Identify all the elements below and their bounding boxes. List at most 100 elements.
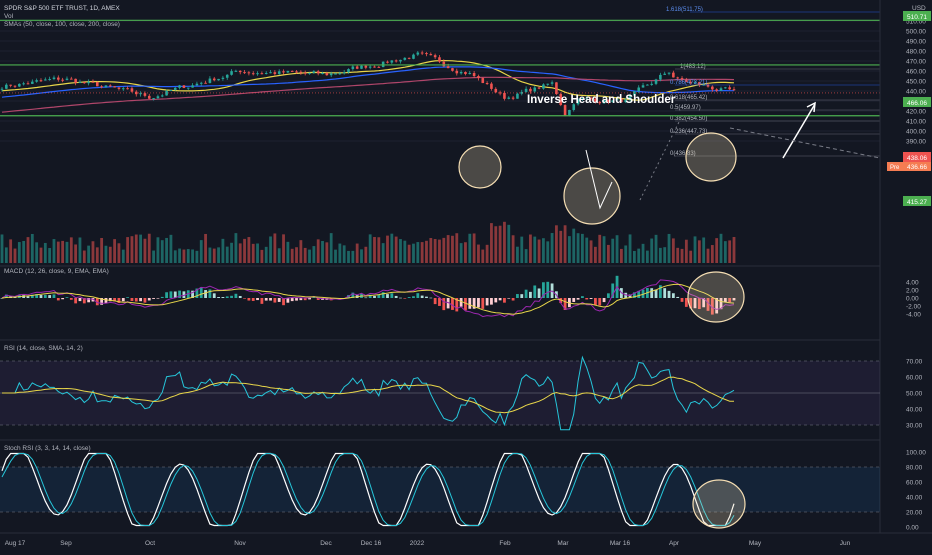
macd-histogram-bar (316, 298, 320, 300)
candle-body (134, 91, 138, 95)
macd-histogram-bar (52, 294, 56, 298)
macd-histogram-bar (277, 298, 281, 302)
volume-bar (78, 237, 82, 263)
candle-body (329, 73, 333, 76)
candle-body (407, 57, 411, 59)
candle-body (104, 85, 108, 87)
macd-histogram-bar (650, 288, 654, 298)
pattern-label: Inverse Head and Shoulder (527, 94, 676, 106)
candle-body (373, 66, 376, 68)
candle-body (615, 98, 619, 101)
volume-bar (654, 234, 658, 263)
volume-label: Vol (4, 13, 14, 20)
badge-resist: 466.06 (907, 100, 927, 107)
volume-bar (87, 245, 91, 263)
time-tick-label: Apr (669, 540, 680, 547)
candle-body (650, 83, 654, 85)
candle-body (464, 71, 467, 75)
candle-body (646, 84, 649, 86)
macd-histogram-bar (572, 298, 576, 302)
candle-body (732, 89, 736, 91)
candle-body (680, 78, 684, 80)
candle-body (31, 81, 34, 84)
candle-body (403, 57, 407, 60)
volume-bar (511, 235, 515, 263)
macd-histogram-bar (485, 298, 489, 306)
candle-body (711, 86, 714, 90)
candle-body (173, 87, 177, 90)
volume-bar (667, 233, 671, 263)
volume-bar (589, 240, 593, 263)
volume-bar (117, 243, 121, 263)
candle-body (338, 73, 342, 75)
volume-bar (498, 225, 502, 263)
volume-bar (195, 250, 199, 263)
volume-bar (442, 237, 446, 263)
candle-body (65, 78, 69, 80)
candle-body (628, 95, 632, 100)
macd-histogram-bar (165, 292, 168, 298)
macd-tick-label: 2.00 (906, 288, 919, 295)
candle-body (386, 61, 389, 63)
volume-bar (147, 233, 151, 263)
volume-bar (186, 249, 190, 263)
candle-body (178, 85, 181, 88)
badge-resist-bg (903, 97, 931, 107)
volume-bar (17, 242, 21, 263)
volume-bar (282, 234, 285, 263)
candle-body (446, 66, 450, 69)
macd-histogram-bar (56, 298, 60, 301)
pattern-drawings: Inverse Head and Shoulder (458, 94, 881, 529)
macd-histogram-bar (377, 294, 381, 298)
volume-bar (546, 241, 550, 263)
candle-body (95, 81, 99, 87)
volume-bar (134, 234, 138, 263)
macd-histogram-bar (69, 298, 73, 300)
time-tick-label: Feb (499, 540, 511, 547)
candle-body (186, 87, 190, 89)
fibonacci-levels: 1.618(511.75) 1(483.12) 0.786(473.21) 0.618… (666, 7, 880, 157)
rsi-tick-label: 30.00 (906, 423, 923, 430)
time-tick-label: Jun (840, 540, 851, 547)
volume-bar (13, 248, 17, 263)
candle-body (26, 83, 30, 85)
volume-bar (303, 247, 307, 263)
macd-histogram-bar (225, 296, 229, 298)
macd-histogram-bar (208, 289, 212, 298)
candle-body (39, 80, 43, 82)
volume-bar (464, 242, 467, 263)
candle-body (498, 92, 502, 94)
volume-bar (256, 243, 259, 263)
volume-bar (459, 243, 463, 263)
volume-bar (671, 238, 675, 263)
fib-label: 0.382(454.50) (670, 116, 707, 122)
candle-body (143, 93, 147, 96)
volume-bar (360, 249, 363, 263)
candle-body (308, 72, 311, 74)
candle-body (87, 81, 90, 84)
macd-histogram-bar (238, 295, 242, 298)
volume-bar (507, 224, 511, 263)
macd-histogram-bar (173, 291, 177, 298)
projection-arrow-shaft (782, 103, 816, 159)
candle-body (44, 79, 47, 81)
volume-bar (22, 240, 26, 263)
volume-bar (286, 241, 290, 263)
macd-histogram-bar (507, 298, 511, 299)
volume-bar (399, 239, 402, 263)
candle-body (654, 79, 658, 84)
volume-bar (325, 242, 329, 263)
macd-histogram-bar (524, 289, 528, 298)
macd-histogram-bar (199, 287, 203, 298)
volume-bar (407, 244, 411, 263)
macd-histogram-bar (312, 297, 316, 298)
volume-bar (316, 239, 320, 263)
macd-histogram-bar (178, 290, 181, 298)
volume-bar (472, 233, 476, 263)
candle-body (61, 79, 64, 81)
macd-histogram-bar (425, 296, 428, 298)
macd-histogram-bar (671, 293, 675, 298)
candle-body (295, 71, 298, 73)
volume-bar (178, 248, 181, 263)
macd-histogram-bar (503, 298, 506, 303)
